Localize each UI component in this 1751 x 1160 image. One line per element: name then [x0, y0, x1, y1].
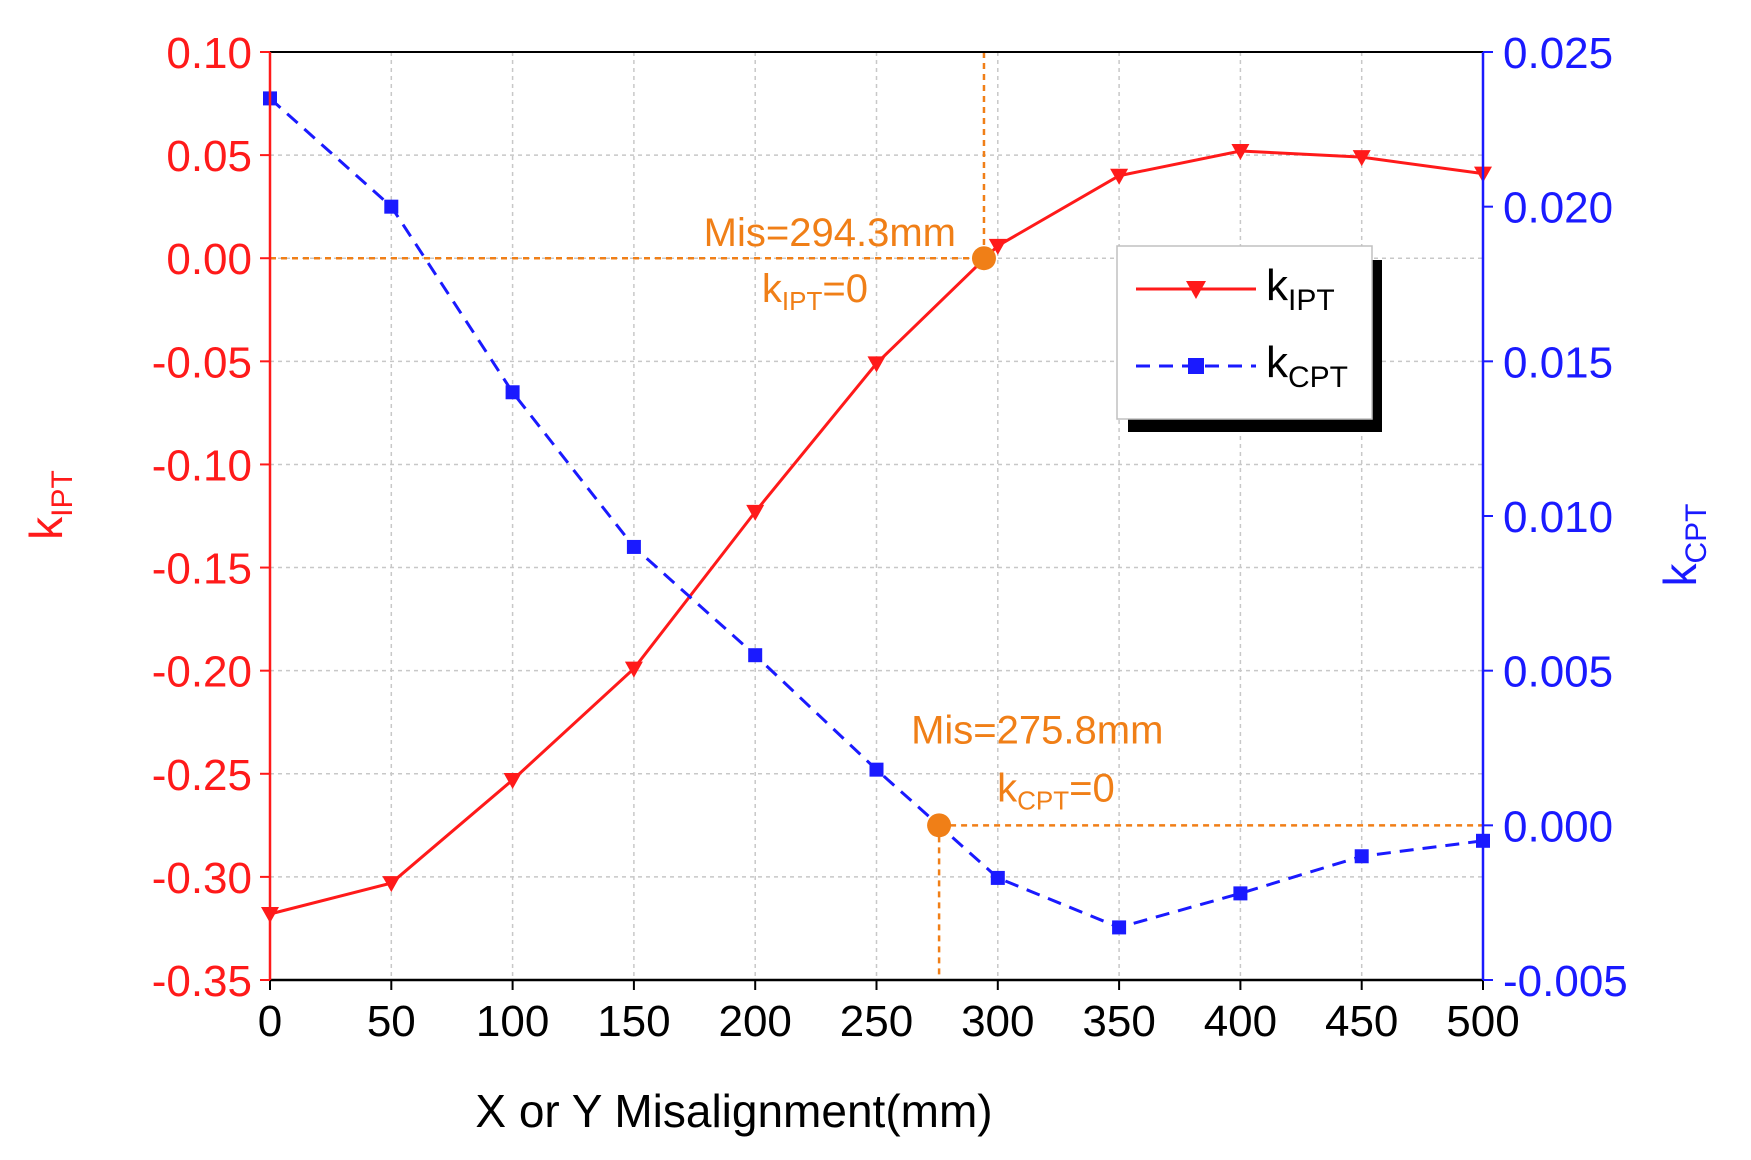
legend-box	[1116, 245, 1373, 420]
y-left-tick-label: 0.00	[166, 235, 252, 284]
x-axis-title: X or Y Misalignment(mm)	[475, 1085, 992, 1137]
y-right-tick-label: 0.005	[1503, 648, 1613, 697]
annotation-k-text: kIPT=0	[762, 267, 868, 316]
data-point-cpt	[869, 762, 884, 777]
y-left-tick-label: -0.35	[152, 957, 252, 1006]
legend-item-kipt: kIPT	[1136, 261, 1335, 317]
x-tick-label: 50	[367, 997, 416, 1046]
y-left-tick-label: 0.10	[166, 29, 252, 78]
y-left-tick-label: -0.05	[152, 338, 252, 387]
x-tick-label: 350	[1082, 997, 1155, 1046]
data-point-cpt	[505, 385, 520, 400]
x-tick-label: 0	[258, 997, 282, 1046]
legend: kIPT kCPT	[1116, 245, 1382, 432]
data-point-cpt	[1233, 886, 1248, 901]
legend-kcpt-label: kCPT	[1266, 338, 1348, 394]
annotation-reference-lines	[270, 52, 1483, 980]
y-left-tick-label: -0.30	[152, 854, 252, 903]
y-axis-right-title: kCPT	[1654, 504, 1713, 587]
y-right-tick-label: 0.020	[1503, 184, 1613, 233]
x-tick-label: 450	[1325, 997, 1398, 1046]
annotation-k-main: k	[997, 766, 1018, 810]
x-tick-label: 200	[718, 997, 791, 1046]
legend-kipt-marker	[1186, 281, 1206, 299]
data-point-cpt	[748, 648, 763, 663]
data-point-ipt	[746, 504, 765, 521]
y-right-tick-label: 0.000	[1503, 802, 1613, 851]
annotation-point	[971, 246, 996, 271]
data-point-cpt	[626, 539, 641, 554]
y-right-tick-label: 0.025	[1503, 29, 1613, 78]
data-point-cpt	[990, 870, 1005, 885]
y-left-tick-label: 0.05	[166, 132, 252, 181]
data-point-ipt	[867, 356, 886, 373]
annotation-value-text: Mis=294.3mm	[704, 211, 956, 255]
y-right-tick-label: -0.005	[1503, 957, 1628, 1006]
legend-kcpt-marker	[1188, 358, 1204, 374]
data-point-ipt	[503, 772, 522, 789]
y-axis-left-title: kIPT	[20, 470, 79, 540]
grid	[270, 52, 1483, 980]
annotation-point	[927, 813, 952, 838]
y-left-tick-label: -0.25	[152, 751, 252, 800]
y-right-tick-label: 0.010	[1503, 493, 1613, 542]
data-point-ipt	[382, 876, 401, 893]
y-left-tick-label: -0.10	[152, 441, 252, 490]
data-point-ipt	[1352, 150, 1371, 167]
annotation-k-main: k	[762, 267, 783, 311]
x-tick-label: 250	[840, 997, 913, 1046]
y-left-tick-label: -0.20	[152, 648, 252, 697]
annotation-k-sub: CPT	[1017, 785, 1069, 815]
y-left-tick-label: -0.15	[152, 545, 252, 594]
annotation-k-tail: =0	[1069, 766, 1115, 810]
data-point-cpt	[1112, 920, 1127, 935]
annotation-value-text: Mis=275.8mm	[911, 708, 1163, 752]
x-tick-label: 500	[1446, 997, 1519, 1046]
legend-kipt-label: kIPT	[1266, 261, 1335, 317]
series-markers	[261, 91, 1492, 935]
data-point-cpt	[384, 199, 399, 214]
y-right-tick-label: 0.015	[1503, 338, 1613, 387]
data-point-ipt	[624, 661, 643, 678]
annotation-k-tail: =0	[822, 267, 868, 311]
data-point-ipt	[1110, 168, 1129, 185]
axes: 0 50 100 150 200 250 300 350 400 450 500 0.10 0.05 0.…	[152, 29, 1628, 1046]
y-axis-right-title-text: kCPT	[1654, 504, 1713, 587]
annotation-k-sub: IPT	[782, 286, 823, 316]
data-point-ipt	[988, 238, 1007, 255]
legend-item-kcpt: kCPT	[1136, 338, 1348, 394]
x-tick-label: 100	[476, 997, 549, 1046]
x-tick-label: 150	[597, 997, 670, 1046]
annotation-k-text: kCPT=0	[997, 766, 1115, 815]
data-point-ipt	[1231, 143, 1250, 160]
x-tick-label: 300	[961, 997, 1034, 1046]
y-axis-left-title-text: kIPT	[20, 470, 79, 540]
data-point-cpt	[1354, 849, 1369, 864]
x-tick-label: 400	[1204, 997, 1277, 1046]
